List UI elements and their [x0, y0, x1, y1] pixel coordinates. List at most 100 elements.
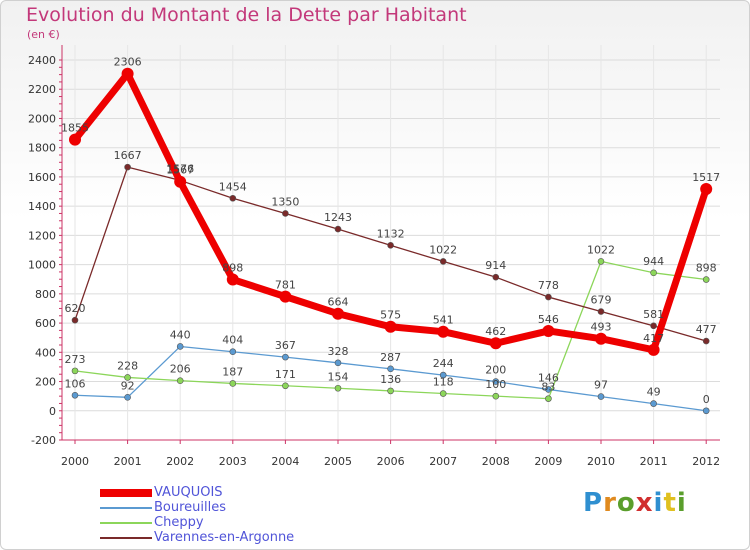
data-point	[174, 175, 187, 188]
x-tick-label: 2004	[271, 455, 299, 468]
data-label: 944	[643, 255, 664, 268]
data-point	[282, 353, 289, 361]
y-tick-label: 2400	[28, 54, 56, 67]
data-label: 228	[117, 359, 138, 372]
y-tick-label: 0	[49, 405, 56, 418]
data-label: 462	[485, 325, 506, 338]
data-point	[439, 390, 447, 397]
x-tick-label: 2001	[114, 455, 142, 468]
data-label: 581	[643, 308, 664, 321]
data-label: 1576	[166, 162, 194, 175]
data-label: 200	[485, 364, 506, 377]
data-point	[229, 380, 237, 387]
data-point	[650, 400, 657, 407]
data-point	[279, 290, 292, 303]
data-label: 541	[433, 314, 454, 327]
data-label: 1243	[324, 211, 352, 224]
data-label: 0	[703, 393, 710, 406]
x-tick-label: 2007	[429, 455, 457, 468]
data-label: 118	[433, 376, 454, 389]
data-label: 417	[643, 332, 664, 345]
data-point	[439, 371, 447, 379]
data-label: 97	[594, 379, 608, 392]
data-point	[437, 325, 450, 338]
data-point	[492, 392, 500, 400]
data-point	[71, 391, 79, 399]
data-point	[332, 307, 344, 320]
y-tick-label: 1800	[28, 142, 56, 155]
data-label: 2306	[114, 56, 142, 69]
data-label: 898	[696, 262, 717, 275]
x-tick-label: 2008	[482, 455, 510, 468]
data-label: 49	[647, 386, 661, 399]
data-label: 100	[485, 378, 506, 391]
logo-letter: i	[653, 488, 664, 518]
legend-item: Boureuilles	[100, 500, 294, 515]
data-label: 1667	[114, 149, 142, 162]
data-point	[124, 394, 131, 401]
data-point	[545, 395, 552, 402]
data-point	[387, 242, 394, 249]
data-point	[650, 322, 657, 330]
data-label: 914	[485, 259, 506, 272]
data-point	[71, 316, 79, 324]
data-point	[595, 332, 607, 345]
x-tick-label: 2011	[640, 455, 668, 468]
logo-letter: i	[676, 488, 687, 518]
data-point	[282, 382, 289, 390]
data-point	[439, 258, 447, 265]
data-label: 1132	[377, 227, 405, 240]
y-tick-label: 2000	[28, 112, 56, 125]
data-point	[334, 225, 342, 233]
data-label: 83	[541, 381, 555, 394]
y-tick-label: 1200	[28, 229, 56, 242]
x-tick-label: 2002	[166, 455, 194, 468]
logo-letter: P	[583, 488, 604, 518]
data-point	[334, 359, 342, 367]
data-point	[597, 258, 605, 265]
chart-title: Evolution du Montant de la Dette par Hab…	[26, 4, 467, 26]
data-label: 1350	[271, 195, 299, 208]
legend-swatch	[100, 488, 152, 497]
x-tick-label: 2009	[534, 455, 562, 468]
data-point	[124, 374, 131, 381]
legend-item: VAUQUOIS	[100, 485, 294, 500]
data-point	[229, 194, 237, 202]
data-point	[542, 324, 555, 337]
data-point	[121, 67, 134, 80]
data-label: 136	[380, 373, 401, 386]
data-label: 1567	[166, 164, 194, 177]
data-point	[334, 384, 342, 392]
data-point	[702, 276, 710, 283]
data-label: 154	[328, 370, 349, 383]
legend-label: Boureuilles	[154, 500, 227, 515]
data-point	[384, 320, 397, 333]
data-label: 187	[222, 365, 243, 378]
x-tick-label: 2003	[219, 455, 247, 468]
data-label: 206	[170, 363, 191, 376]
y-tick-label: 1600	[28, 171, 56, 184]
y-tick-label: 1400	[28, 200, 56, 213]
proxiti-logo: Proxiti	[583, 488, 687, 518]
data-point	[597, 393, 605, 400]
data-label: 679	[591, 294, 612, 307]
x-tick-label: 2010	[587, 455, 615, 468]
data-label: 1855	[61, 122, 89, 135]
legend-item: Cheppy	[100, 515, 294, 530]
data-label: 493	[591, 321, 612, 334]
legend-label: Cheppy	[154, 515, 204, 530]
y-tick-label: 2200	[28, 83, 56, 96]
data-point	[545, 293, 552, 301]
data-label: 1022	[587, 243, 615, 256]
legend-label: VAUQUOIS	[154, 485, 223, 500]
data-label: 328	[328, 345, 349, 358]
data-point	[176, 377, 184, 384]
data-label: 1454	[219, 180, 247, 193]
logo-letter: r	[603, 488, 617, 518]
legend-swatch	[100, 536, 152, 539]
data-point	[387, 387, 394, 395]
data-point	[282, 210, 289, 217]
data-label: 898	[222, 262, 243, 275]
